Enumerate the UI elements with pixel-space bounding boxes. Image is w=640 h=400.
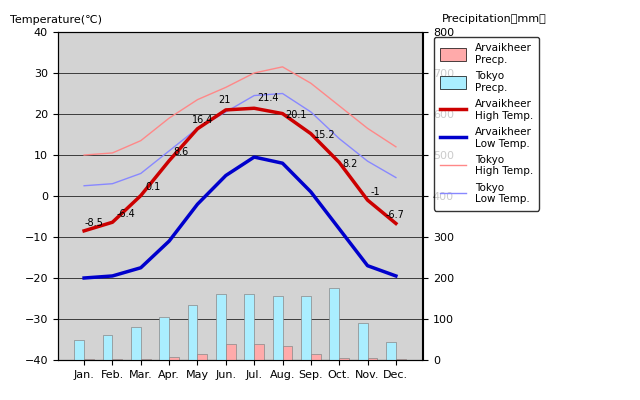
Bar (367, 358, 378, 360)
Text: 8.2: 8.2 (342, 158, 357, 168)
Bar (226, 344, 236, 360)
Bar (311, 354, 321, 360)
Bar (254, 344, 264, 360)
Text: 8.6: 8.6 (173, 148, 189, 158)
Text: Precipitation（mm）: Precipitation（mm） (442, 14, 547, 24)
Bar (188, 305, 198, 360)
Bar (216, 294, 226, 360)
Bar (131, 327, 141, 360)
Bar (273, 296, 282, 360)
Text: 16.4: 16.4 (192, 116, 213, 126)
Text: -6.7: -6.7 (386, 210, 405, 220)
Text: -6.4: -6.4 (116, 209, 136, 219)
Bar (282, 346, 292, 360)
Bar (198, 354, 207, 360)
Text: Temperature(℃): Temperature(℃) (10, 16, 102, 26)
Legend: Arvaikheer
Precp., Tokyo
Precp., Arvaikheer
High Temp., Arvaikheer
Low Temp., To: Arvaikheer Precp., Tokyo Precp., Arvaikh… (434, 37, 539, 210)
Text: -8.5: -8.5 (84, 218, 103, 228)
Text: 21: 21 (219, 95, 231, 105)
Bar (244, 294, 254, 360)
Bar (141, 359, 150, 360)
Bar (74, 340, 84, 360)
Bar (386, 342, 396, 360)
Text: 15.2: 15.2 (314, 130, 335, 140)
Text: -1: -1 (371, 187, 380, 197)
Bar (102, 335, 113, 360)
Bar (358, 323, 367, 360)
Bar (330, 288, 339, 360)
Bar (113, 359, 122, 360)
Bar (169, 357, 179, 360)
Text: 21.4: 21.4 (257, 93, 278, 103)
Text: 20.1: 20.1 (285, 110, 307, 120)
Text: 0.1: 0.1 (145, 182, 160, 192)
Bar (339, 358, 349, 360)
Bar (84, 359, 94, 360)
Bar (159, 317, 169, 360)
Bar (301, 296, 311, 360)
Bar (396, 359, 406, 360)
